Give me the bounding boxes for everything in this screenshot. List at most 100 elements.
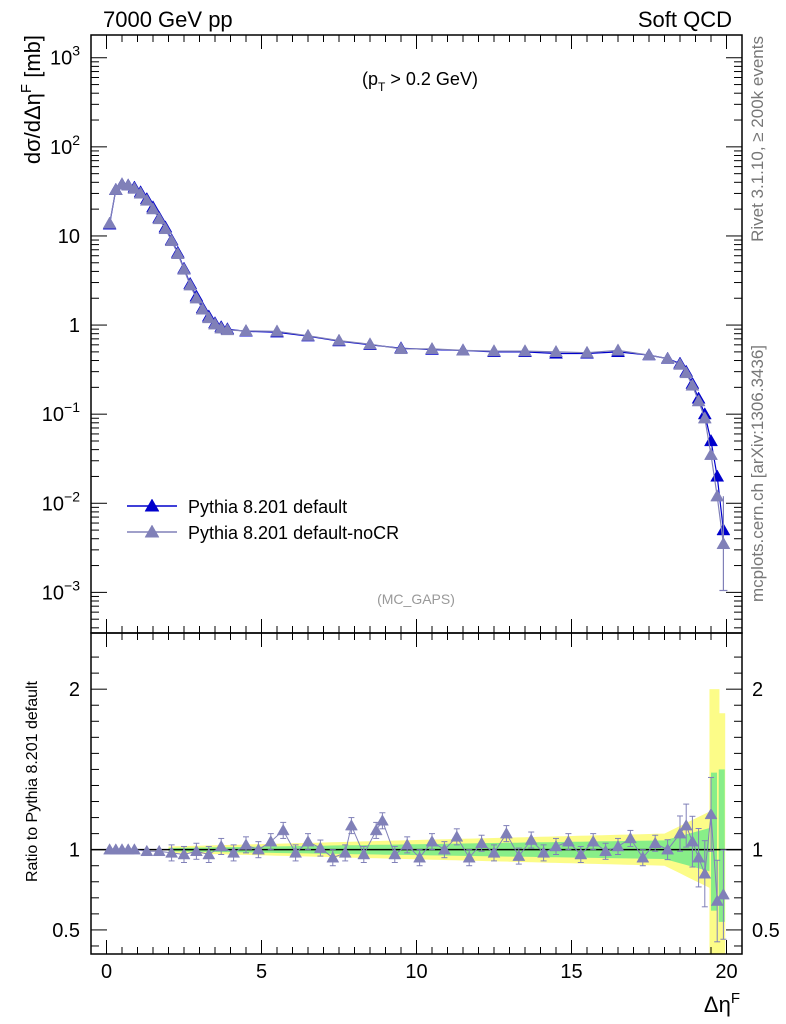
ratio-panel-frame <box>90 632 743 955</box>
legend-label-0: Pythia 8.201 default <box>188 497 347 517</box>
xtick-label: 15 <box>560 961 582 983</box>
ratio-series-point <box>450 830 464 842</box>
rivet-version-label: Rivet 3.1.10, ≥ 200k events <box>748 36 767 242</box>
header-right-title: Soft QCD <box>637 7 732 32</box>
ratio-series-point <box>239 838 253 850</box>
ratio-series-point <box>636 851 650 863</box>
watermark-mc-gaps: (MC_GAPS) <box>377 591 455 607</box>
main-series-point-1 <box>127 181 142 194</box>
ratio-series-point <box>202 847 216 860</box>
ratio-series-point <box>462 851 476 863</box>
ratio-series-point <box>524 833 538 845</box>
ratio-series-point <box>425 835 439 847</box>
ratio-panel-series <box>103 776 730 943</box>
main-series-point-0 <box>710 469 725 482</box>
main-series-point-1 <box>195 302 210 315</box>
header-left-title: 7000 GeV pp <box>103 7 233 32</box>
legend-label-1: Pythia 8.201 default-noCR <box>188 523 399 543</box>
ratio-series-point <box>375 814 389 826</box>
ratio-band-spike-inner <box>711 772 717 911</box>
ratio-series-point <box>357 847 371 860</box>
xtick-label: 5 <box>256 961 267 983</box>
ratio-ytick-label-right: 1 <box>752 840 763 862</box>
ratio-series-point <box>227 846 241 858</box>
ratio-series-point <box>344 819 358 831</box>
ratio-series-point <box>574 847 588 860</box>
main-ytick-label: 10 <box>58 226 80 248</box>
main-series-line-0 <box>109 183 724 531</box>
main-panel-series <box>102 177 731 592</box>
main-series-point-1 <box>164 233 179 247</box>
ratio-series-point <box>586 835 600 847</box>
main-series-point-1 <box>660 351 675 364</box>
main-series-point-0 <box>704 433 718 447</box>
ratio-panel-border <box>90 632 743 955</box>
ratio-series-point <box>251 843 265 855</box>
main-series-point-1 <box>611 343 625 356</box>
main-series-point-1 <box>208 317 222 330</box>
ratio-series-point <box>388 847 402 860</box>
ratio-series-point <box>413 851 427 863</box>
main-series-point-1 <box>704 447 718 460</box>
ratio-ytick-label-right: 0.5 <box>752 920 780 942</box>
main-series-point-1 <box>152 211 167 225</box>
xlabel: ΔηF <box>704 990 740 1017</box>
ratio-series-point <box>661 843 675 855</box>
main-ytick-label: 10−2 <box>42 488 80 515</box>
ratio-band-spike-inner-2 <box>718 769 725 922</box>
annotation-pt-cut: (pT > 0.2 GeV) <box>362 69 478 94</box>
ratio-series-point <box>400 838 414 850</box>
main-series-point-1 <box>673 357 687 370</box>
main-series-point-1 <box>518 344 532 357</box>
main-ytick-label: 1 <box>69 315 80 337</box>
ratio-series-point <box>710 894 724 906</box>
legend-marker-1 <box>144 524 160 538</box>
main-series-point-1 <box>549 344 563 358</box>
ratio-series-point <box>537 846 551 858</box>
main-series-point-1 <box>301 328 315 341</box>
ratio-series-point <box>437 843 451 855</box>
ratio-ytick-label-right: 2 <box>752 679 763 701</box>
ratio-series-point <box>369 823 383 836</box>
ratio-series-point <box>189 844 203 857</box>
main-series-line-1 <box>109 183 724 544</box>
main-series-point-1 <box>183 278 198 291</box>
mcplots-label: mcplots.cern.ch [arXiv:1306.3436] <box>748 345 767 603</box>
ratio-series-point <box>512 849 526 861</box>
main-series-point-1 <box>177 262 191 275</box>
main-series-point-1 <box>201 311 216 324</box>
ratio-series-point <box>214 839 228 852</box>
ratio-series-point <box>685 835 699 847</box>
xtick-label: 0 <box>101 961 112 983</box>
ratio-series-point <box>326 851 340 863</box>
main-series-point-1 <box>139 193 154 206</box>
main-series-point-1 <box>189 291 204 304</box>
main-series-point-1 <box>487 344 501 357</box>
ratio-series-point <box>487 846 501 858</box>
ratio-series-point <box>177 847 191 860</box>
ratio-series-point <box>313 841 327 853</box>
legend: Pythia 8.201 default Pythia 8.201 default… <box>127 497 399 543</box>
main-series-point-1 <box>710 489 725 502</box>
main-series-point-1 <box>425 341 439 355</box>
main-series-point-1 <box>102 216 117 229</box>
main-panel-border <box>90 34 743 634</box>
ratio-series-point <box>475 836 489 849</box>
main-series-point-1 <box>697 411 712 424</box>
ratio-series-point <box>704 807 718 820</box>
ratio-series-point <box>165 846 179 858</box>
ratio-series-point <box>499 827 513 839</box>
main-series-point-1 <box>580 345 594 358</box>
ratio-series-point <box>549 839 563 852</box>
main-series-point-1 <box>685 378 700 391</box>
ratio-series-point <box>599 844 613 857</box>
main-series-point-1 <box>170 246 185 259</box>
main-ylabel: dσ/dΔηF [mb] <box>18 35 45 164</box>
ratio-series-point <box>338 846 352 858</box>
main-ytick-label: 10−3 <box>42 577 80 604</box>
main-series-point-1 <box>146 202 160 215</box>
main-series-point-1 <box>363 337 377 350</box>
main-series-point-1 <box>270 324 284 337</box>
